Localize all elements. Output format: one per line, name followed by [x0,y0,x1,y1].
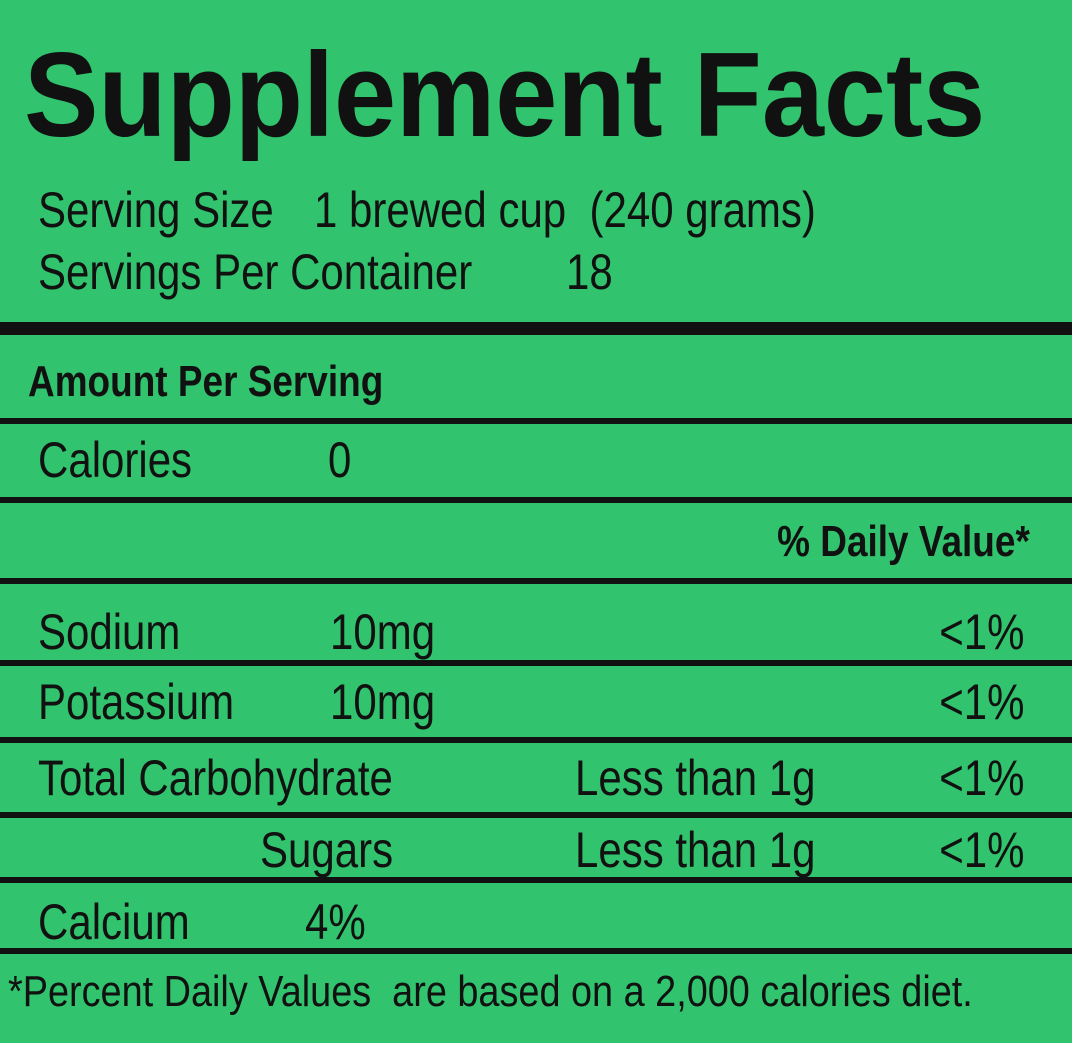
serving-size: 1 brewed cup (240 grams) [314,182,816,238]
footnote: *Percent Daily Values are based on a 2,0… [8,967,973,1016]
rule [0,660,1072,666]
rule [0,737,1072,743]
serving-size-label: Serving Size [38,182,274,238]
nutrient-amount: Less than 1g [575,822,816,878]
nutrient-name: Calcium [38,894,190,950]
rule [0,578,1072,584]
rule [0,418,1072,424]
nutrient-name: Sugars [260,822,394,878]
nutrient-amount: 10mg [330,604,436,660]
nutrient-name: Sodium [38,604,181,660]
nutrient-daily-value: <1% [938,822,1024,878]
servings-label: Servings Per Container [38,244,473,300]
nutrient-name: Total Carbohydrate [38,750,393,806]
thick-rule [0,322,1072,335]
nutrient-daily-value: <1% [938,604,1024,660]
calories-value: 0 [328,432,352,488]
rule [0,877,1072,883]
rule [0,948,1072,954]
amount-per-serving: Amount Per Serving [28,357,384,406]
nutrient-amount: Less than 1g [575,750,816,806]
nutrient-daily-value: <1% [938,750,1024,806]
nutrient-amount: 10mg [330,674,436,730]
nutrient-amount: 4% [305,894,366,950]
nutrient-name: Potassium [38,674,235,730]
nutrient-daily-value: <1% [938,674,1024,730]
rule [0,812,1072,818]
title: Supplement Facts [24,28,986,162]
rule [0,497,1072,503]
calories-label: Calories [38,432,193,488]
servings: 18 [566,244,613,300]
daily-value-header: % Daily Value* [777,517,1030,566]
